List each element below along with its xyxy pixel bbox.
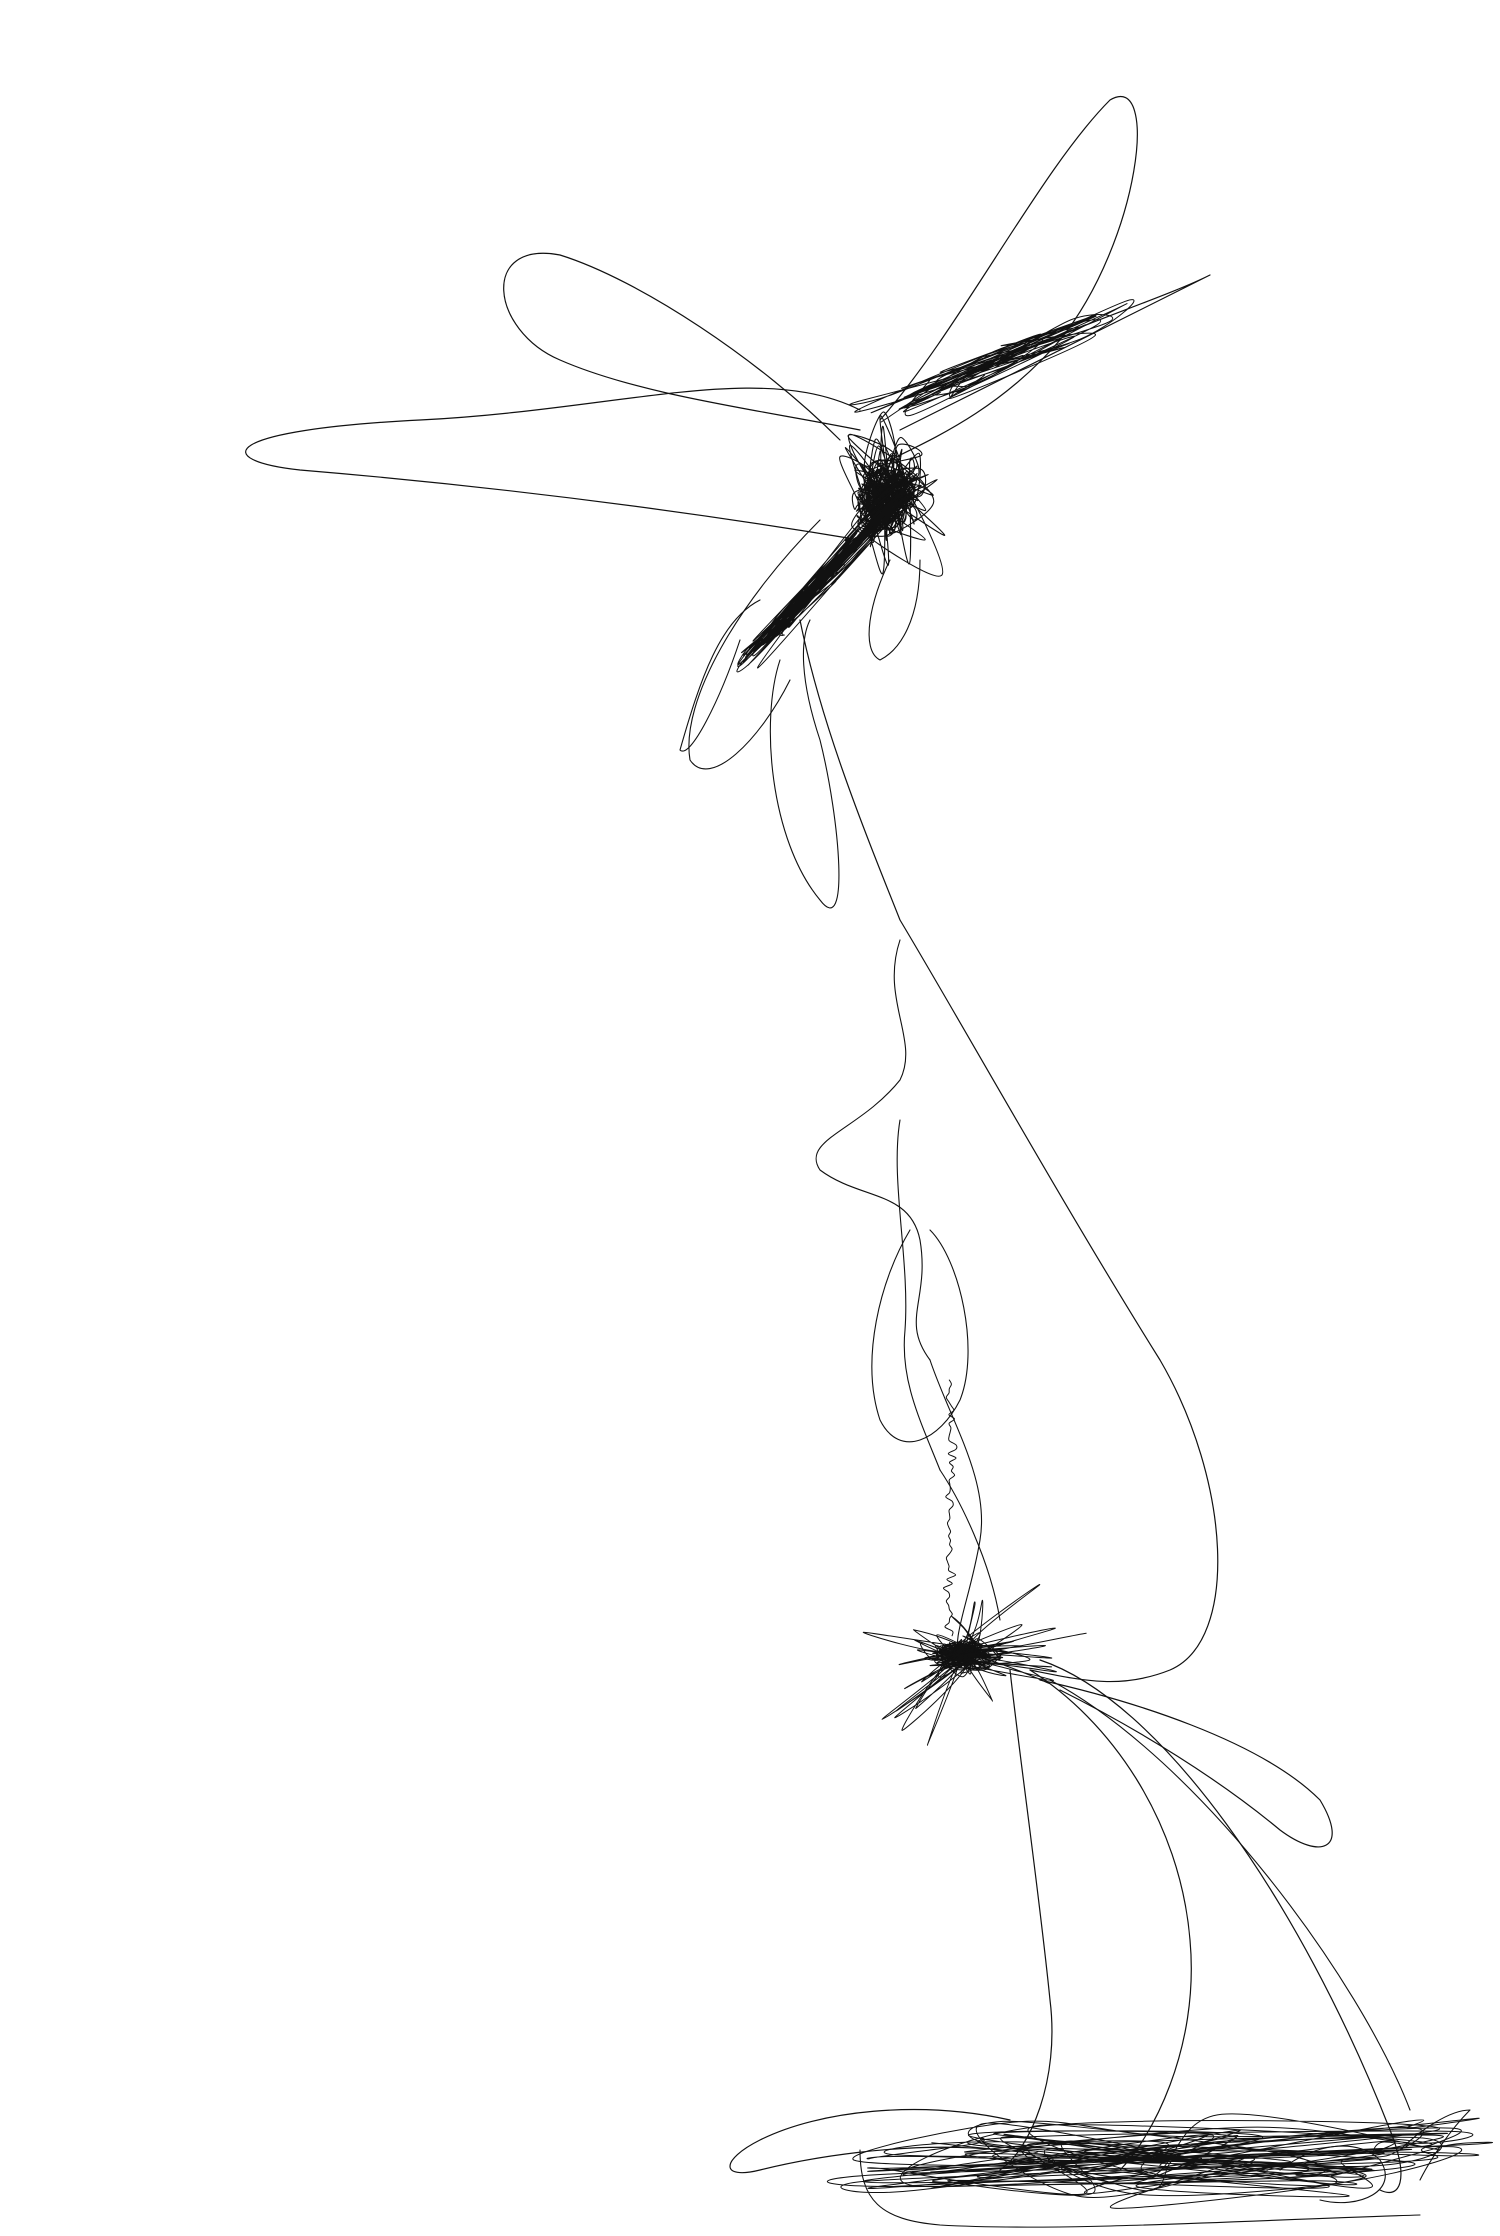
lower-left-loop — [688, 519, 821, 770]
upper-knot — [245, 96, 1211, 770]
middle-loop — [871, 1229, 969, 1443]
left-beak-loop — [245, 387, 861, 541]
right-loop — [1039, 1679, 1333, 1848]
hanging-loop — [769, 619, 840, 909]
long-right-strand — [799, 619, 1219, 1683]
lower-stem — [942, 1379, 958, 1637]
bottom-strand-3 — [1039, 1659, 1402, 2193]
bottom-tangle — [729, 1659, 1493, 2228]
bottom-tangle-core — [826, 2113, 1493, 2209]
upper-left-loop — [503, 252, 861, 441]
top-peak-loop — [879, 96, 1138, 461]
right-edge-spike — [1399, 2109, 1471, 2181]
small-spike — [679, 599, 761, 752]
bottom-baseline — [859, 2149, 1421, 2228]
bottom-strand-4 — [1049, 1679, 1411, 2111]
strand-end — [939, 1469, 1001, 1621]
inner-descender — [896, 1119, 941, 1471]
bottom-strand-1 — [999, 1669, 1053, 2171]
bottom-left-loop — [729, 2108, 1011, 2174]
bottom-right-curl — [1279, 2145, 1386, 2204]
right-spike — [899, 274, 1211, 431]
lower-knot — [862, 1379, 1087, 1746]
lower-petals — [862, 1583, 1087, 1746]
small-drop — [868, 559, 921, 661]
upper-streak — [736, 465, 922, 673]
connecting-strands — [769, 619, 1219, 1683]
wavy-descender — [815, 939, 931, 1361]
bottom-strand-2 — [1029, 1669, 1192, 2171]
descender-tail — [929, 1359, 983, 1661]
